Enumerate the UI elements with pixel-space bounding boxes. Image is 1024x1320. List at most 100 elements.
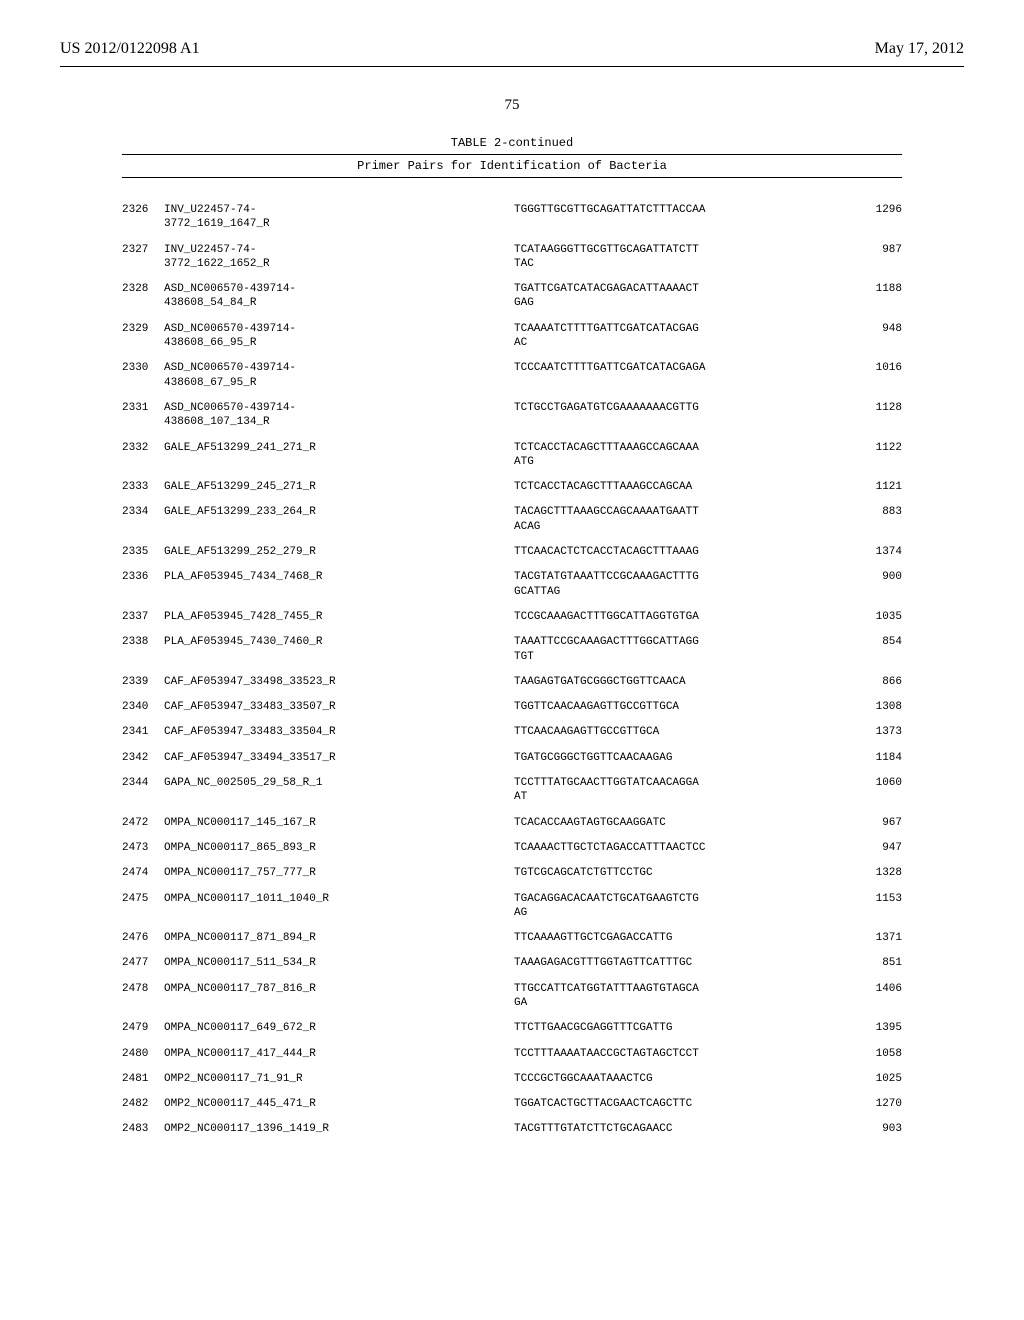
cell-number: 1395 bbox=[814, 1010, 902, 1035]
cell-sequence: TCTCACCTACAGCTTTAAAGCCAGCAAA bbox=[514, 430, 814, 455]
cell-sequence: TAC bbox=[514, 257, 814, 271]
cell-sequence bbox=[514, 415, 814, 429]
cell-id: 2327 bbox=[122, 232, 164, 257]
cell-id: 2332 bbox=[122, 430, 164, 455]
table-row: ATG bbox=[122, 455, 902, 469]
cell-name: OMPA_NC000117_871_894_R bbox=[164, 920, 514, 945]
cell-number: 883 bbox=[814, 494, 902, 519]
cell-number bbox=[814, 415, 902, 429]
cell-name: INV_U22457-74- bbox=[164, 192, 514, 217]
cell-id: 2335 bbox=[122, 534, 164, 559]
table-row: 2341CAF_AF053947_33483_33504_RTTCAACAAGA… bbox=[122, 714, 902, 739]
table-row: ACAG bbox=[122, 520, 902, 534]
cell-sequence: TAAGAGTGATGCGGGCTGGTTCAACA bbox=[514, 664, 814, 689]
cell-id bbox=[122, 217, 164, 231]
table-row: 2332GALE_AF513299_241_271_RTCTCACCTACAGC… bbox=[122, 430, 902, 455]
cell-sequence: TGGTTCAACAAGAGTTGCCGTTGCA bbox=[514, 689, 814, 714]
table-row: 438608_67_95_R bbox=[122, 376, 902, 390]
table-row: 2472OMPA_NC000117_145_167_RTCACACCAAGTAG… bbox=[122, 805, 902, 830]
table-row: 2482OMP2_NC000117_445_471_RTGGATCACTGCTT… bbox=[122, 1086, 902, 1111]
pub-number: US 2012/0122098 A1 bbox=[60, 40, 200, 58]
table-row: 2330ASD_NC006570-439714-TCCCAATCTTTTGATT… bbox=[122, 350, 902, 375]
cell-number: 967 bbox=[814, 805, 902, 830]
cell-name bbox=[164, 996, 514, 1010]
cell-number: 866 bbox=[814, 664, 902, 689]
table-row: AT bbox=[122, 790, 902, 804]
cell-name: OMPA_NC000117_511_534_R bbox=[164, 945, 514, 970]
cell-number: 987 bbox=[814, 232, 902, 257]
cell-number: 1184 bbox=[814, 740, 902, 765]
cell-sequence: AC bbox=[514, 336, 814, 350]
cell-number: 1373 bbox=[814, 714, 902, 739]
cell-name: PLA_AF053945_7434_7468_R bbox=[164, 559, 514, 584]
cell-number bbox=[814, 585, 902, 599]
table-row: 2342CAF_AF053947_33494_33517_RTGATGCGGGC… bbox=[122, 740, 902, 765]
cell-sequence: TGGGTTGCGTTGCAGATTATCTTTACCAA bbox=[514, 192, 814, 217]
cell-id: 2472 bbox=[122, 805, 164, 830]
cell-number: 900 bbox=[814, 559, 902, 584]
cell-sequence: ATG bbox=[514, 455, 814, 469]
cell-sequence: TTCAACACTCTCACCTACAGCTTTAAAG bbox=[514, 534, 814, 559]
cell-sequence: AG bbox=[514, 906, 814, 920]
cell-name: OMPA_NC000117_865_893_R bbox=[164, 830, 514, 855]
cell-name: CAF_AF053947_33483_33507_R bbox=[164, 689, 514, 714]
cell-id bbox=[122, 336, 164, 350]
cell-id: 2331 bbox=[122, 390, 164, 415]
table-row: 2478OMPA_NC000117_787_816_RTTGCCATTCATGG… bbox=[122, 971, 902, 996]
cell-number: 1121 bbox=[814, 469, 902, 494]
cell-name: ASD_NC006570-439714- bbox=[164, 271, 514, 296]
table-row: 2475OMPA_NC000117_1011_1040_RTGACAGGACAC… bbox=[122, 881, 902, 906]
cell-name: OMPA_NC000117_787_816_R bbox=[164, 971, 514, 996]
cell-sequence: TACAGCTTTAAAGCCAGCAAAATGAATT bbox=[514, 494, 814, 519]
cell-name: ASD_NC006570-439714- bbox=[164, 311, 514, 336]
cell-number: 1060 bbox=[814, 765, 902, 790]
table-caption: TABLE 2-continued bbox=[122, 136, 902, 150]
table-row: AG bbox=[122, 906, 902, 920]
cell-name: OMP2_NC000117_71_91_R bbox=[164, 1061, 514, 1086]
cell-id: 2340 bbox=[122, 689, 164, 714]
cell-name: CAF_AF053947_33498_33523_R bbox=[164, 664, 514, 689]
cell-id: 2334 bbox=[122, 494, 164, 519]
cell-name: CAF_AF053947_33494_33517_R bbox=[164, 740, 514, 765]
table-row: 438608_107_134_R bbox=[122, 415, 902, 429]
cell-id: 2329 bbox=[122, 311, 164, 336]
cell-id: 2477 bbox=[122, 945, 164, 970]
cell-number bbox=[814, 257, 902, 271]
cell-sequence: TCTCACCTACAGCTTTAAAGCCAGCAA bbox=[514, 469, 814, 494]
table-row: 2479OMPA_NC000117_649_672_RTTCTTGAACGCGA… bbox=[122, 1010, 902, 1035]
cell-sequence: TCACACCAAGTAGTGCAAGGATC bbox=[514, 805, 814, 830]
cell-id: 2328 bbox=[122, 271, 164, 296]
cell-sequence: TCATAAGGGTTGCGTTGCAGATTATCTT bbox=[514, 232, 814, 257]
cell-sequence: TGT bbox=[514, 650, 814, 664]
cell-id: 2479 bbox=[122, 1010, 164, 1035]
cell-id: 2330 bbox=[122, 350, 164, 375]
cell-number: 1153 bbox=[814, 881, 902, 906]
cell-number: 1270 bbox=[814, 1086, 902, 1111]
table-row: 2340CAF_AF053947_33483_33507_RTGGTTCAACA… bbox=[122, 689, 902, 714]
cell-number: 851 bbox=[814, 945, 902, 970]
cell-number: 1035 bbox=[814, 599, 902, 624]
cell-id: 2481 bbox=[122, 1061, 164, 1086]
cell-id bbox=[122, 790, 164, 804]
table-container: TABLE 2-continued Primer Pairs for Ident… bbox=[122, 136, 902, 1137]
table-row: 2337PLA_AF053945_7428_7455_RTCCGCAAAGACT… bbox=[122, 599, 902, 624]
cell-name: GALE_AF513299_245_271_R bbox=[164, 469, 514, 494]
cell-name: GALE_AF513299_233_264_R bbox=[164, 494, 514, 519]
cell-sequence: TCCTTTAAAATAACCGCTAGTAGCTCCT bbox=[514, 1036, 814, 1061]
cell-name bbox=[164, 585, 514, 599]
cell-sequence: GCATTAG bbox=[514, 585, 814, 599]
cell-id: 2341 bbox=[122, 714, 164, 739]
cell-id: 2480 bbox=[122, 1036, 164, 1061]
table-row: 3772_1619_1647_R bbox=[122, 217, 902, 231]
cell-name: OMPA_NC000117_757_777_R bbox=[164, 855, 514, 880]
cell-id: 2337 bbox=[122, 599, 164, 624]
cell-sequence: TCCCAATCTTTTGATTCGATCATACGAGA bbox=[514, 350, 814, 375]
cell-name: PLA_AF053945_7428_7455_R bbox=[164, 599, 514, 624]
cell-sequence: GA bbox=[514, 996, 814, 1010]
cell-name: 3772_1619_1647_R bbox=[164, 217, 514, 231]
cell-sequence: TGATTCGATCATACGAGACATTAAAACT bbox=[514, 271, 814, 296]
table-row: 2474OMPA_NC000117_757_777_RTGTCGCAGCATCT… bbox=[122, 855, 902, 880]
cell-sequence: TGACAGGACACAATCTGCATGAAGTCTG bbox=[514, 881, 814, 906]
pub-date: May 17, 2012 bbox=[875, 40, 964, 58]
cell-number: 854 bbox=[814, 624, 902, 649]
